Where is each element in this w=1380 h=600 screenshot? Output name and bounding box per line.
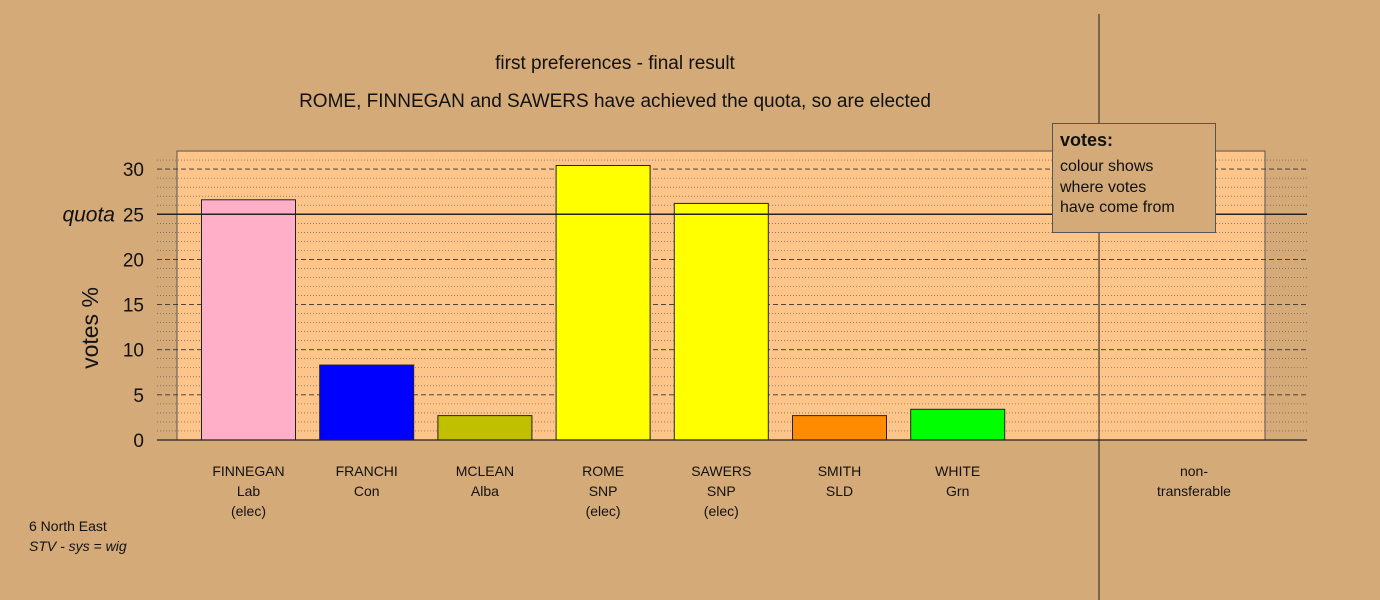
chart-title: first preferences - final result: [495, 53, 735, 74]
category-label-finnegan-0: FINNEGAN: [212, 463, 284, 479]
category-label-white-1: Grn: [946, 483, 969, 499]
category-label-sawers-2: (elec): [704, 503, 739, 519]
category-label-mclean-1: Alba: [471, 483, 499, 499]
bar-mclean: [437, 415, 533, 441]
category-label-franchi-0: FRANCHI: [336, 463, 398, 479]
bar-rome: [555, 164, 651, 441]
category-label-rome-2: (elec): [586, 503, 621, 519]
category-label-sawers-0: SAWERS: [691, 463, 751, 479]
legend-line-2: where votes: [1060, 178, 1147, 196]
legend: votes: colour shows where votes have com…: [1052, 123, 1216, 233]
bar-franchi: [319, 364, 415, 441]
category-label-franchi-1: Con: [354, 483, 380, 499]
category-label-rome-0: ROME: [582, 463, 624, 479]
quota-label: quota: [62, 203, 115, 226]
bar-sawers: [673, 202, 769, 441]
y-tick-label-0: 0: [133, 431, 144, 452]
y-tick-label-30: 30: [123, 160, 144, 181]
y-tick-label-25: 25: [123, 205, 144, 226]
category-label-smith-1: SLD: [826, 483, 853, 499]
legend-line-3: have come from: [1060, 199, 1175, 216]
y-tick-label-20: 20: [123, 250, 144, 271]
category-label-sawers-1: SNP: [707, 483, 736, 499]
bar-finnegan: [201, 199, 296, 441]
y-axis-label: votes %: [77, 287, 103, 369]
category-label-mclean-0: MCLEAN: [456, 463, 514, 479]
bar-smith: [792, 415, 887, 441]
category-label-finnegan-1: Lab: [237, 483, 261, 499]
chart-subtitle: ROME, FINNEGAN and SAWERS have achieved …: [299, 91, 931, 112]
category-label-white-0: WHITE: [935, 463, 980, 479]
footer-system: STV - sys = wig: [29, 538, 127, 554]
category-label-finnegan-2: (elec): [231, 503, 266, 519]
footer-region: 6 North East: [29, 518, 107, 534]
category-label-nontransferable-1: transferable: [1157, 483, 1231, 499]
category-label-rome-1: SNP: [589, 483, 618, 499]
y-tick-label-10: 10: [123, 341, 144, 362]
y-tick-label-15: 15: [123, 296, 144, 317]
y-tick-label-5: 5: [133, 386, 144, 407]
category-label-nontransferable-0: non-: [1180, 463, 1208, 479]
legend-title: votes:: [1060, 130, 1114, 150]
category-label-smith-0: SMITH: [818, 463, 862, 479]
legend-line-1: colour shows: [1060, 158, 1154, 175]
bar-white: [910, 408, 1006, 441]
